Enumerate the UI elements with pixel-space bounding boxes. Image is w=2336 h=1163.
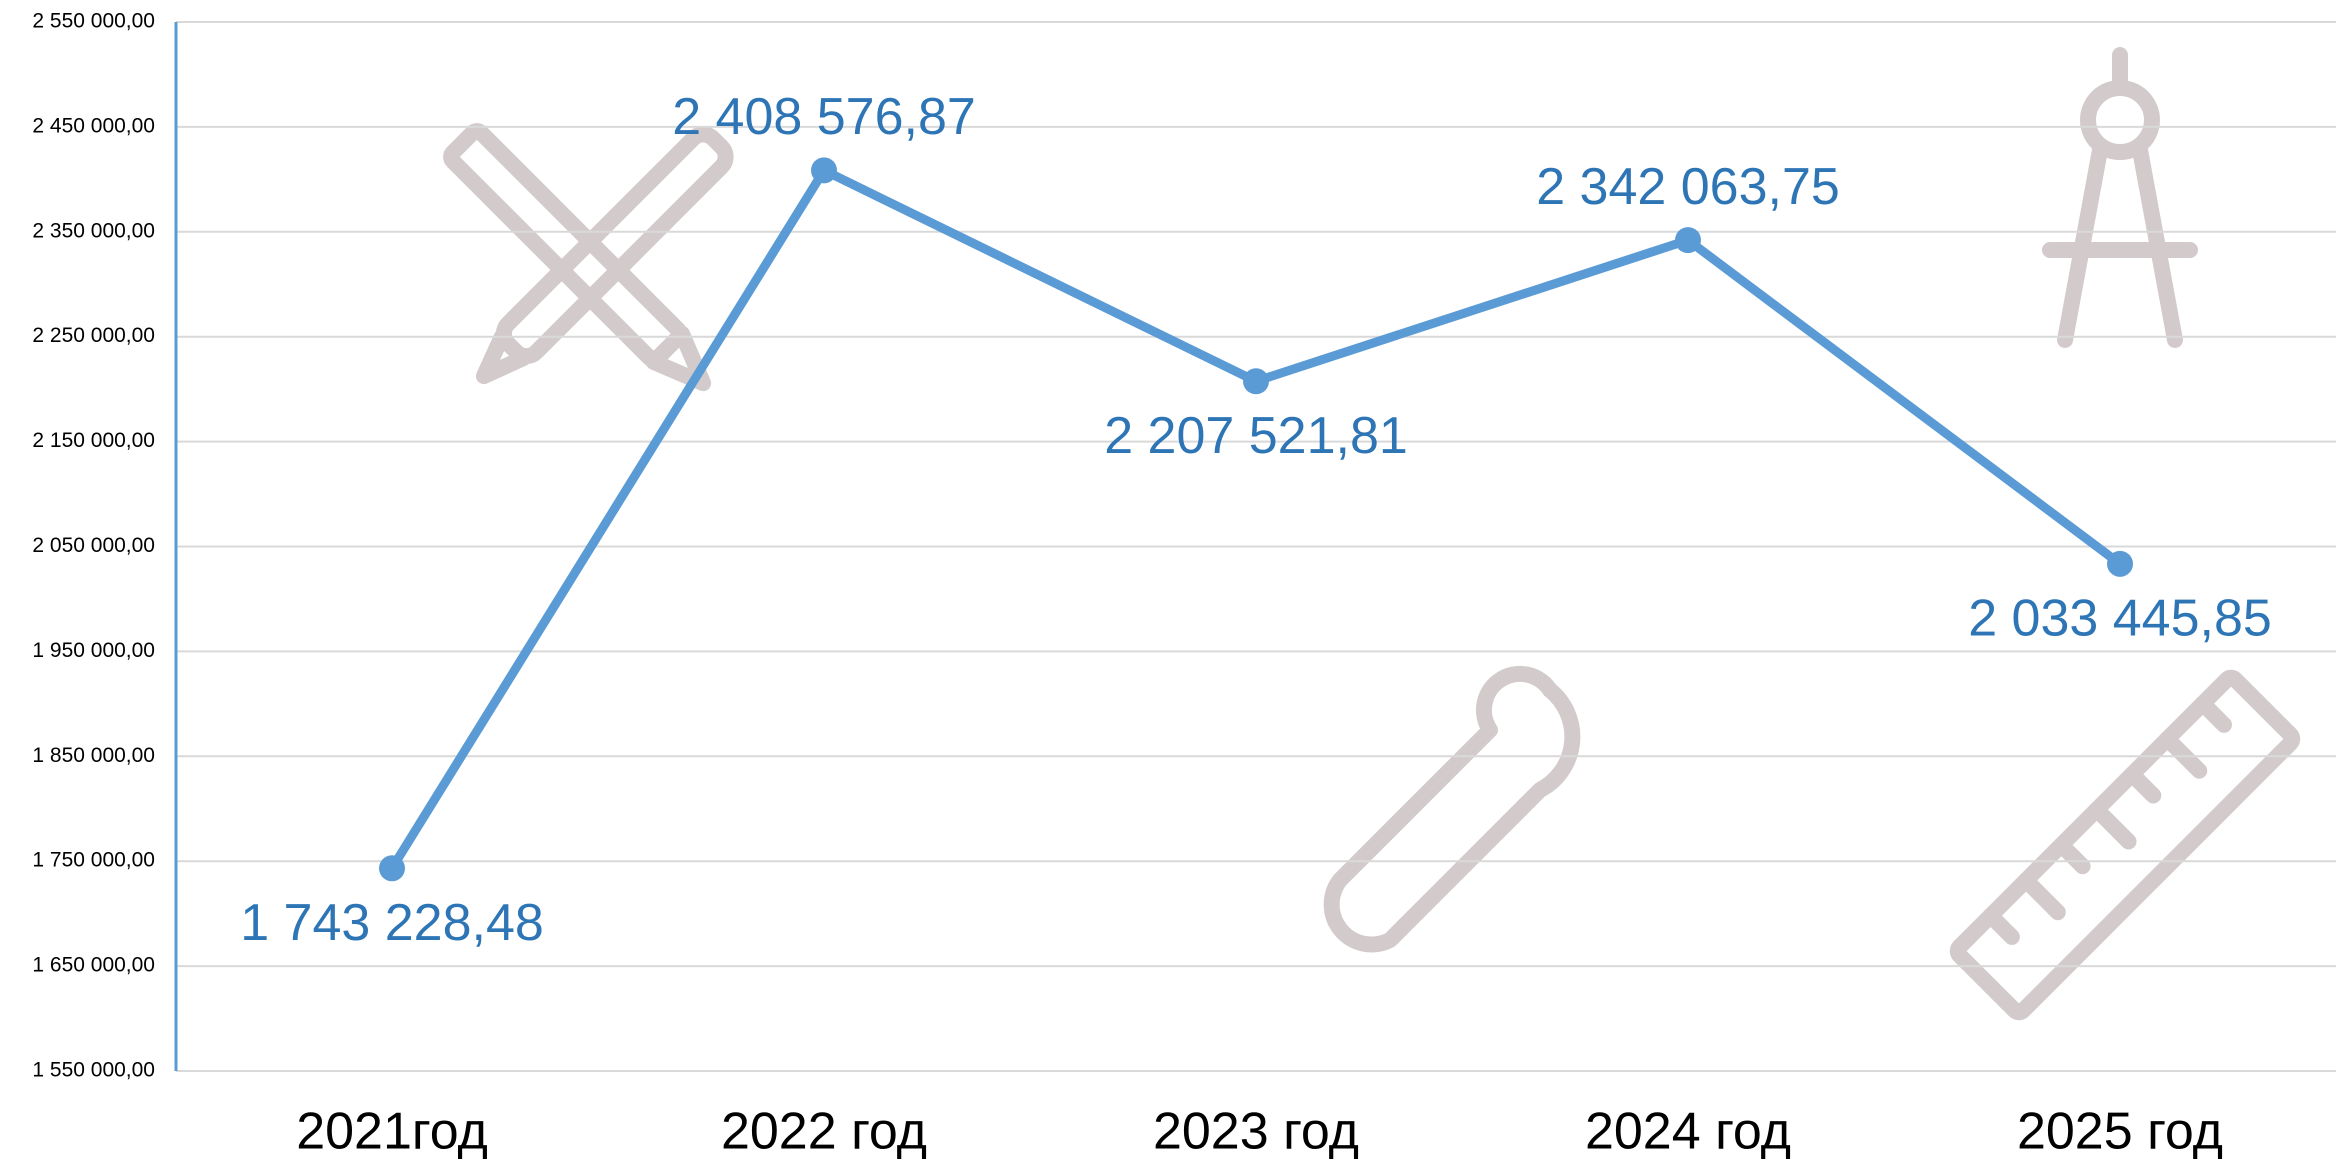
data-point [811, 157, 837, 184]
compass-icon [2042, 47, 2198, 348]
y-tick-label: 2 250 000,00 [32, 324, 155, 347]
y-tick-label: 1 850 000,00 [32, 744, 155, 767]
x-tick-label: 2024 год [1585, 1103, 1791, 1161]
ruler-icon [1949, 669, 2301, 1021]
y-tick-label: 2 550 000,00 [32, 10, 155, 33]
y-tick-label: 1 650 000,00 [32, 954, 155, 977]
x-tick-label: 2022 год [721, 1103, 927, 1161]
y-tick-label: 1 550 000,00 [32, 1059, 155, 1082]
paperclip-icon [1323, 665, 1581, 953]
data-label: 2 033 445,85 [1968, 590, 2272, 648]
data-point [2107, 550, 2133, 577]
data-label: 1 743 228,48 [240, 894, 544, 952]
data-label: 2 342 063,75 [1536, 158, 1840, 216]
data-point [1243, 368, 1269, 395]
y-tick-label: 2 150 000,00 [32, 429, 155, 452]
data-label: 2 408 576,87 [672, 88, 976, 146]
data-point [1675, 227, 1701, 254]
y-tick-label: 2 050 000,00 [32, 534, 155, 557]
y-tick-label: 2 350 000,00 [32, 219, 155, 242]
data-label: 2 207 521,81 [1104, 407, 1408, 465]
x-tick-label: 2021год [296, 1103, 488, 1161]
y-tick-label: 2 450 000,00 [32, 114, 155, 137]
y-tick-label: 1 750 000,00 [32, 849, 155, 872]
decoration [443, 47, 2301, 1021]
x-tick-label: 2023 год [1153, 1103, 1359, 1161]
data-point [379, 855, 405, 882]
line-series [388, 165, 2123, 871]
y-tick-label: 1 950 000,00 [32, 639, 155, 662]
x-tick-label: 2025 год [2017, 1103, 2223, 1161]
